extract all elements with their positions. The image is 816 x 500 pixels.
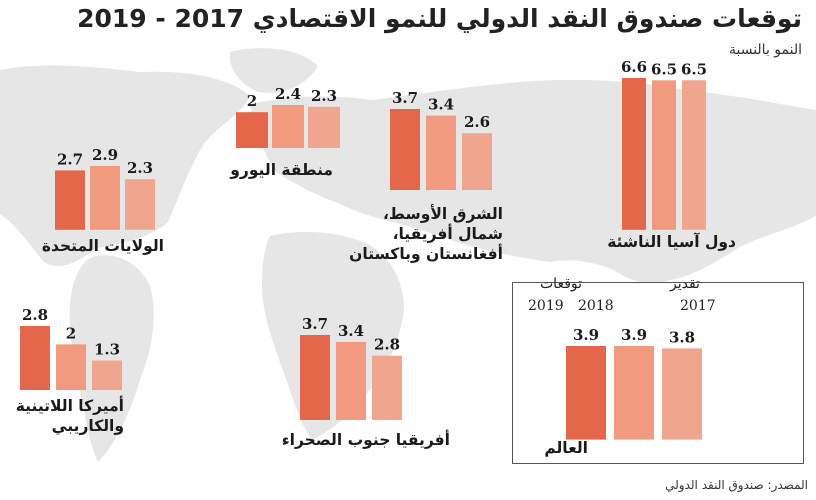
bar [390, 108, 420, 190]
data-label: 3.9 [573, 326, 599, 344]
bar [55, 170, 85, 230]
bar [236, 111, 268, 148]
data-label: 3.4 [338, 322, 364, 340]
bar [308, 106, 340, 148]
bar [92, 360, 122, 390]
bar [566, 346, 606, 440]
estimate-label: تقدير [670, 276, 700, 292]
bar [462, 132, 492, 190]
bar [682, 80, 706, 230]
bar [614, 346, 654, 440]
data-label: 3.8 [669, 329, 695, 347]
data-label: 2 [247, 92, 257, 110]
bar-group-svg: 3.9 3.9 3.8 [566, 326, 702, 440]
data-label: 6.5 [681, 60, 706, 78]
data-label: 3.4 [428, 95, 454, 113]
bar [125, 179, 155, 230]
data-label: 2.7 [57, 151, 83, 169]
data-label: 6.6 [622, 58, 647, 76]
world-year-2018: 2018 [578, 298, 614, 314]
source-note: المصدر: صندوق النقد الدولي [665, 478, 808, 492]
world-box [512, 282, 804, 464]
chart-title: توقعات صندوق النقد الدولي للنمو الاقتصاد… [77, 4, 802, 33]
bar-group-svg: 6.6 6.5 6.5 [622, 58, 706, 230]
bar-group-svg: 3.7 3.4 2.6 [390, 89, 492, 190]
data-label: 3.7 [302, 315, 328, 333]
bar [336, 341, 366, 420]
data-label: 2.8 [374, 336, 400, 354]
data-label: 3.9 [621, 326, 647, 344]
bar [90, 166, 120, 230]
data-label: 6.5 [651, 60, 677, 78]
bar [372, 355, 402, 420]
data-label: 2.4 [275, 85, 301, 103]
bar [622, 78, 646, 230]
group-label: دول آسيا الناشئة [607, 233, 736, 251]
bar [56, 343, 86, 390]
group-label: منطقة اليورو [230, 161, 333, 179]
group-label: العالم [544, 439, 588, 457]
chart-subtitle: النمو بالنسبة [728, 42, 802, 58]
bar [272, 104, 304, 148]
data-label: 3.7 [392, 89, 418, 107]
data-label: 2.9 [92, 146, 118, 164]
group-label: أميركا اللاتينية والكاريبي [15, 397, 124, 435]
bar [426, 115, 456, 190]
data-label: 2.3 [127, 159, 153, 177]
data-label: 2.6 [464, 113, 490, 131]
group-label: الشرق الأوسط، شمال أفريقيا، أفغانستان وباك… [349, 205, 503, 263]
data-label: 1.3 [94, 340, 120, 358]
group-label: أفريقيا جنوب الصحراء [281, 431, 450, 449]
bar-group-svg: 3.7 3.4 2.8 [300, 315, 402, 420]
data-label: 2.8 [22, 306, 48, 324]
bar-group-svg: 2.7 2.9 2.3 [55, 146, 155, 230]
bar [662, 348, 702, 440]
world-year-2019: 2019 [528, 298, 564, 314]
bar [20, 325, 50, 390]
bar [652, 80, 676, 230]
bar [300, 334, 330, 420]
world-year-2017: 2017 [680, 298, 716, 314]
bar-group-svg: 2 2.4 2.3 [236, 85, 340, 148]
group-label: الولايات المتحدة [41, 237, 164, 255]
data-label: 2 [66, 324, 76, 342]
forecast-label: توقعات [540, 276, 583, 292]
bar-group-svg: 2.8 2 1.3 [20, 306, 122, 390]
data-label: 2.3 [311, 87, 337, 105]
